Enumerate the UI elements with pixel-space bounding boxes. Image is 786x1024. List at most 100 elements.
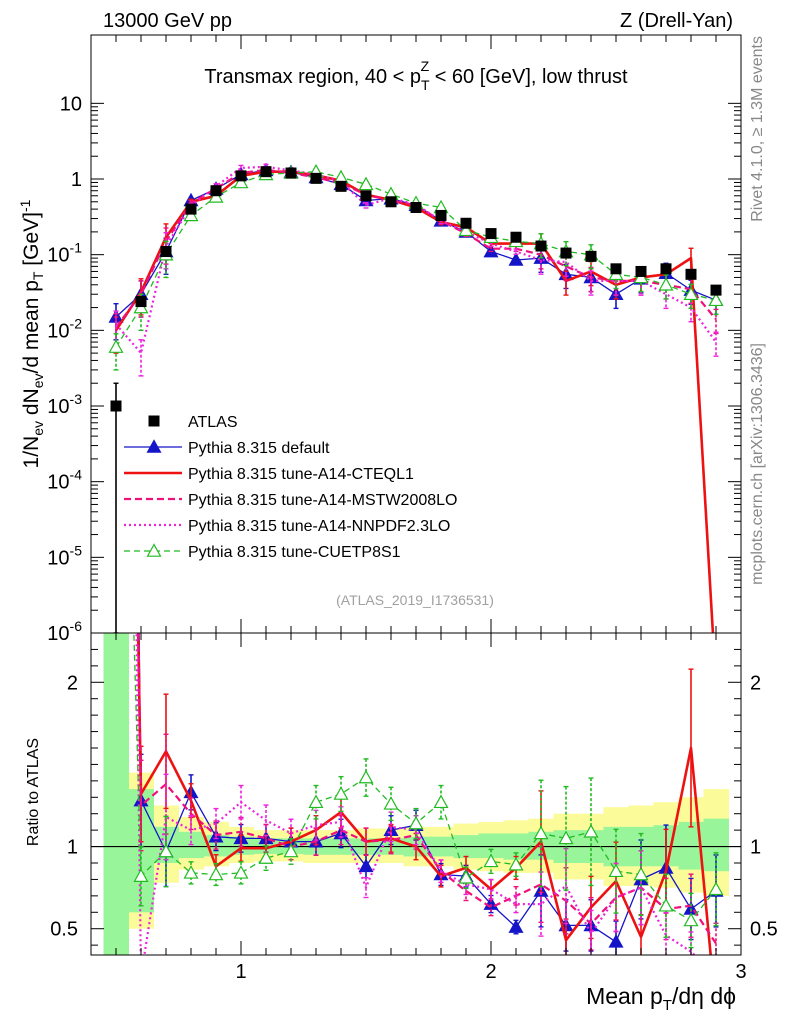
legend-label-default: Pythia 8.315 default [188, 440, 330, 457]
point-cuetp8s1 [683, 286, 699, 301]
uncertainty-band-inner-bin [103, 633, 129, 955]
ratio-y-tick-label-left: 2 [67, 672, 78, 694]
point-data [460, 217, 472, 229]
point-data [235, 170, 247, 182]
legend-label-cteql1: Pythia 8.315 tune-A14-CTEQL1 [188, 466, 414, 483]
legend-label-nnpdf: Pythia 8.315 tune-A14-NNPDF2.3LO [188, 518, 450, 535]
point-data [360, 190, 372, 202]
main-title-sup: Z [421, 58, 430, 74]
mcplots-label: mcplots.cern.ch [arXiv:1306.3436] [749, 343, 766, 585]
series-line-default [115, 169, 717, 318]
main-title-post: < 60 [GeV], low thrust [429, 66, 628, 88]
y-tick-label: 10-1 [47, 240, 82, 267]
ratio-point-cuetp8s1 [158, 843, 174, 858]
legend-entry-cuetp8s1: Pythia 8.315 tune-CUETP8S1 [124, 543, 401, 561]
point-data [435, 209, 447, 221]
ratio-point-cuetp8s1 [433, 794, 449, 809]
ratio-point-cuetp8s1 [208, 866, 224, 881]
legend-entry-cteql1: Pythia 8.315 tune-A14-CTEQL1 [124, 466, 414, 483]
legend: ATLAS Pythia 8.315 default Pythia 8.315 tu… [124, 414, 457, 561]
point-cuetp8s1 [108, 339, 124, 353]
ratio-point-cuetp8s1 [183, 865, 199, 879]
ratio-line-nnpdf [135, 633, 696, 955]
ratio-point-cuetp8s1 [483, 853, 499, 868]
point-data [585, 250, 597, 262]
main-title: Transmax region, 40 < pTZ < 60 [GeV], lo… [204, 58, 628, 93]
point-data [410, 202, 422, 214]
point-cuetp8s1 [708, 292, 724, 307]
uncertainty-band-inner [103, 633, 729, 955]
point-data [710, 284, 722, 296]
point-data [210, 185, 222, 197]
ratio-point-cuetp8s1 [408, 815, 424, 830]
point-data [560, 247, 572, 259]
ratio-point-default [608, 934, 624, 948]
analysis-tag: (ATLAS_2019_I1736531) [336, 592, 494, 608]
main-title-sub: T [421, 77, 430, 93]
header-left: 13000 GeV pp [103, 10, 232, 32]
ratio-point-cuetp8s1 [333, 786, 349, 800]
point-data [110, 400, 122, 412]
y-tick-label: 10-6 [47, 618, 82, 645]
ratio-point-cuetp8s1 [283, 843, 299, 858]
point-cuetp8s1 [358, 176, 374, 191]
point-data [485, 228, 497, 240]
ratio-point-cuetp8s1 [133, 868, 149, 882]
x-tick-label: 1 [235, 961, 246, 983]
header-right: Z (Drell-Yan) [620, 10, 733, 32]
ratio-point-cuetp8s1 [233, 865, 249, 879]
ratio-point-cuetp8s1 [633, 866, 649, 881]
ratio-point-default [358, 858, 374, 873]
x-tick-label: 3 [735, 961, 746, 983]
point-cuetp8s1 [658, 277, 674, 291]
ratio-point-cuetp8s1 [308, 794, 324, 809]
ratio-point-cuetp8s1 [508, 856, 524, 871]
ratio-point-cuetp8s1 [358, 769, 374, 784]
point-data [685, 268, 697, 280]
legend-marker-data [148, 415, 160, 427]
y-tick-label: 10-3 [47, 391, 82, 418]
ratio-y-tick-label-left: 0.5 [50, 919, 78, 941]
point-data [310, 172, 322, 184]
ratio-point-cuetp8s1 [558, 830, 574, 845]
point-default [508, 252, 524, 266]
ratio-y-tick-label-right: 0.5 [750, 919, 778, 941]
legend-entry-nnpdf: Pythia 8.315 tune-A14-NNPDF2.3LO [124, 518, 450, 535]
point-data [335, 180, 347, 192]
series-cteql1 [113, 168, 715, 633]
main-axes: 10-6 10-5 10-4 10-3 10-2 10-1 1 10 [47, 35, 741, 645]
point-data [285, 167, 297, 179]
legend-marker-cuetp8s1 [146, 543, 162, 557]
legend-entry-mstw: Pythia 8.315 tune-A14-MSTW2008LO [124, 492, 457, 509]
y-tick-label: 10-2 [47, 315, 82, 342]
point-data [185, 203, 197, 215]
point-data [535, 240, 547, 252]
ratio-axes: 0.5 0.5 1 1 2 2 1 2 3 [50, 633, 778, 983]
rivet-label: Rivet 4.1.0, ≥ 1.3M events [749, 36, 766, 222]
y-tick-label: 1 [71, 169, 82, 191]
main-title-pre: Transmax region, 40 < p [204, 66, 421, 88]
x-tick-label: 2 [485, 961, 496, 983]
point-data [610, 263, 622, 275]
ratio-y-label: Ratio to ATLAS [25, 738, 42, 846]
point-cuetp8s1 [183, 207, 199, 222]
ratio-data-layer [91, 633, 741, 955]
point-data [385, 196, 397, 208]
x-axis-label: Mean pT/dη dϕ [586, 983, 736, 1014]
uncertainty-band-inner-bin [478, 833, 504, 859]
y-tick-label: 10 [60, 93, 82, 115]
ratio-point-cuetp8s1 [258, 850, 274, 864]
point-data [160, 246, 172, 258]
ratio-point-cuetp8s1 [583, 824, 599, 838]
x-axis-label-post: /dη dϕ [672, 983, 736, 1009]
point-data [635, 265, 647, 277]
ratio-point-default [508, 919, 524, 933]
x-axis-label-sub: T [663, 997, 672, 1014]
ratio-point-cuetp8s1 [683, 912, 699, 927]
ratio-point-cuetp8s1 [708, 881, 724, 896]
ratio-point-cuetp8s1 [608, 863, 624, 878]
ratio-point-cuetp8s1 [383, 796, 399, 810]
legend-label-cuetp8s1: Pythia 8.315 tune-CUETP8S1 [188, 544, 401, 561]
ratio-point-cuetp8s1 [533, 825, 549, 840]
